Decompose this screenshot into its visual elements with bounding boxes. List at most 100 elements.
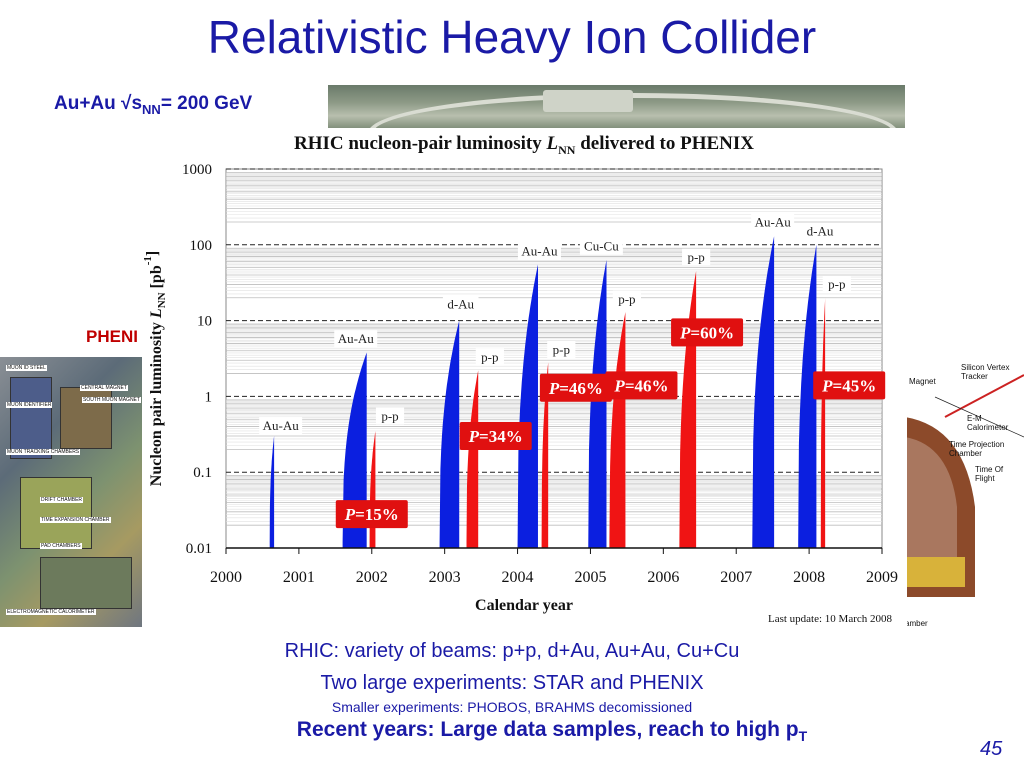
caption-smaller-experiments: Smaller experiments: PHOBOS, BRAHMS deco… xyxy=(331,699,693,715)
species-label: Au-Au xyxy=(338,331,375,346)
x-tick-label: 2000 xyxy=(210,569,242,586)
polarization-value: =46% xyxy=(625,376,669,395)
species-label-bg xyxy=(517,242,561,260)
star-detector-image: Silicon Vertex Tracker Magnet E-M Calori… xyxy=(905,357,1024,627)
x-tick-label: 2008 xyxy=(793,569,825,586)
polarization-value: =60% xyxy=(690,323,734,342)
species-label-bg xyxy=(579,237,623,255)
y-tick-label: 1 xyxy=(205,389,213,405)
detector-label: MUON IDENTIFIER xyxy=(6,402,53,408)
luminosity-chart: Au-Au Au-Au p-p d-Au p-p Au-Au p-p Cu-Cu p-p p-p A… xyxy=(142,128,907,630)
polarization-value: =46% xyxy=(559,379,603,398)
run-red-p-p-area xyxy=(466,370,479,548)
run-blue-d-au-area xyxy=(439,320,460,548)
species-label: p-p xyxy=(381,409,398,424)
rhic-aerial-photo xyxy=(328,85,905,129)
species-label-bg xyxy=(802,222,838,240)
polarization-value: =45% xyxy=(833,376,877,395)
polarization-value: =34% xyxy=(479,427,523,446)
detector-label: TIME EXPANSION CHAMBER xyxy=(40,517,111,523)
polarization-symbol: P xyxy=(548,379,560,398)
y-axis-label-part: -1 xyxy=(142,256,154,265)
chart-title-part: L xyxy=(545,133,558,154)
polarization-label: P=60% xyxy=(679,323,734,342)
run-red-p-p-area xyxy=(609,312,626,548)
x-tick-label: 2004 xyxy=(502,569,534,586)
y-axis-label: Nucleon pair luminosity LNN [pb-1] xyxy=(142,251,168,486)
polarization-box xyxy=(813,371,886,400)
species-label: d-Au xyxy=(447,297,474,312)
polarization-label: P=46% xyxy=(613,376,668,395)
phenix-label: PHENIX xyxy=(86,327,138,346)
species-label: p-p xyxy=(828,277,845,292)
caption-beams: RHIC: variety of beams: p+p, d+Au, Au+Au… xyxy=(284,640,740,662)
polarization-box xyxy=(459,422,532,451)
polarization-value: =15% xyxy=(355,505,399,524)
y-tick-label: 1000 xyxy=(182,162,212,178)
polarization-box xyxy=(605,371,678,400)
y-tick-label: 0.01 xyxy=(186,541,212,557)
polarization-label: P=15% xyxy=(344,505,399,524)
chart-title: RHIC nucleon-pair luminosity LNN deliver… xyxy=(294,133,754,157)
x-tick-label: 2001 xyxy=(283,569,315,586)
detector-label: Silicon Vertex Tracker xyxy=(961,363,1010,381)
beam-energy-label: Au+Au √sNN= 200 GeV xyxy=(54,93,252,117)
x-tick-label: 2007 xyxy=(720,569,752,586)
run-blue-au-au-area xyxy=(752,236,775,548)
run-red-p-p-area xyxy=(541,362,549,548)
y-axis-label-part: NN xyxy=(156,292,168,308)
species-label: d-Au xyxy=(807,224,834,239)
species-label: Au-Au xyxy=(755,215,792,230)
run-red-p-p-area xyxy=(820,297,826,548)
slide-title: Relativistic Heavy Ion Collider xyxy=(207,11,817,63)
y-axis-label-part: ] xyxy=(144,251,161,256)
run-blue-au-au-area xyxy=(269,436,275,548)
polarization-symbol: P xyxy=(344,505,356,524)
chart-title-part: NN xyxy=(558,143,576,157)
caption-recent-main: Recent years: Large data samples, reach … xyxy=(296,718,799,741)
x-tick-label: 2006 xyxy=(647,569,679,586)
y-tick-label: 10 xyxy=(197,314,212,330)
chart-footnote: Last update: 10 March 2008 xyxy=(768,613,893,625)
y-tick-label: 100 xyxy=(190,238,213,254)
chart-title-part: delivered to PHENIX xyxy=(575,133,754,154)
chart-svg: Au-Au Au-Au p-p d-Au p-p Au-Au p-p Cu-Cu p-p p-p A… xyxy=(142,133,898,625)
detector-label: MUON ID STEEL xyxy=(6,365,47,371)
species-label-bg xyxy=(682,248,711,266)
run-blue-cu-cu-area xyxy=(588,260,607,548)
detector-label: MUON TRACKING CHAMBERS xyxy=(6,449,81,455)
phenix-detector-image: MUON ID STEEL MUON IDENTIFIER CENTRAL MA… xyxy=(0,357,142,627)
detector-label: Time Projection Chamber xyxy=(949,440,1005,458)
x-axis-label: Calendar year xyxy=(475,597,573,614)
beam-suffix: = 200 GeV xyxy=(160,93,253,114)
polarization-symbol: P xyxy=(821,376,833,395)
detector-label: ELECTROMAGNETIC CALORIMETER xyxy=(6,609,96,615)
star-detector-drawing xyxy=(905,374,1024,597)
polarization-symbol: P xyxy=(468,427,480,446)
species-label-bg xyxy=(475,348,504,366)
detector-label: CENTRAL MAGNET xyxy=(80,385,128,391)
species-label: p-p xyxy=(481,350,498,365)
detector-label: Magnet xyxy=(909,377,936,386)
polarization-box xyxy=(539,373,612,402)
run-blue-au-au-area xyxy=(342,352,367,548)
polarization-label: P=46% xyxy=(548,379,603,398)
species-label-bg xyxy=(442,295,479,313)
species-label: Cu-Cu xyxy=(584,239,619,254)
x-tick-label: 2009 xyxy=(866,569,898,586)
beam-subscript: NN xyxy=(142,101,161,117)
polarization-label: P=34% xyxy=(468,427,523,446)
species-label: Au-Au xyxy=(521,244,558,259)
y-tick-label: 0.1 xyxy=(193,465,212,481)
caption-experiments: Two large experiments: STAR and PHENIX xyxy=(320,672,704,694)
detector-label: amber xyxy=(905,619,928,627)
detector-label: Time Of Flight xyxy=(975,465,1004,483)
species-label-bg xyxy=(547,341,576,359)
x-tick-label: 2005 xyxy=(574,569,606,586)
polarization-symbol: P xyxy=(679,323,691,342)
run-blue-au-au-area xyxy=(517,264,538,548)
detector-label: DRIFT CHAMBER xyxy=(40,497,84,503)
y-axis-label-part: [pb xyxy=(148,265,165,292)
species-label-bg xyxy=(751,213,795,231)
polarization-label: P=45% xyxy=(821,376,876,395)
